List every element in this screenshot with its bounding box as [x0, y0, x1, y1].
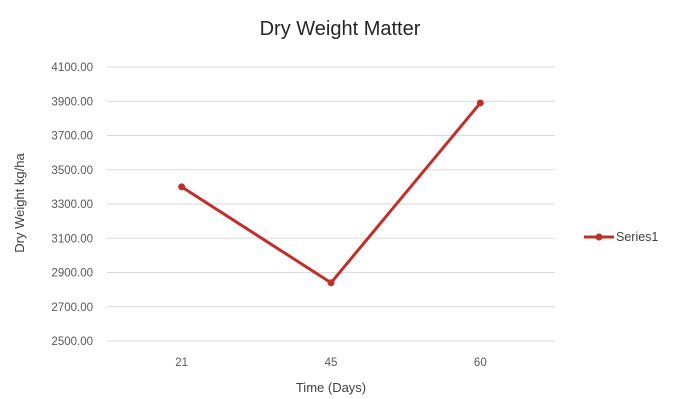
series-layer [178, 99, 484, 287]
y-tick-label: 2900.00 [51, 268, 93, 280]
data-point [327, 279, 335, 287]
legend-marker [595, 233, 603, 241]
legend-label: Series1 [616, 230, 658, 244]
gridlines [107, 66, 555, 342]
y-tick-label: 3500.00 [51, 165, 93, 177]
y-tick-label: 3700.00 [51, 131, 93, 143]
chart-title: Dry Weight Matter [260, 18, 421, 40]
y-tick-label: 3300.00 [51, 199, 93, 211]
legend: Series1 [584, 230, 658, 244]
data-point [476, 99, 484, 107]
x-tick-label: 45 [325, 357, 338, 369]
series-line [180, 102, 482, 285]
x-axis-label: Time (Days) [296, 380, 366, 395]
x-tick-label: 21 [175, 357, 188, 369]
y-axis-label: Dry Weight kg/ha [12, 152, 27, 252]
y-tick-label: 2700.00 [51, 302, 93, 314]
x-tick-label: 60 [474, 357, 487, 369]
y-tick-label: 3100.00 [51, 233, 93, 245]
x-axis-ticks: 21 45 60 [175, 357, 486, 369]
y-tick-label: 2500.00 [51, 336, 93, 348]
data-point [178, 183, 186, 191]
y-tick-label: 4100.00 [51, 62, 93, 74]
y-axis-ticks: 2500.00 2700.00 2900.00 3100.00 3300.00 3500.… [51, 62, 93, 348]
y-tick-label: 3900.00 [51, 96, 93, 108]
